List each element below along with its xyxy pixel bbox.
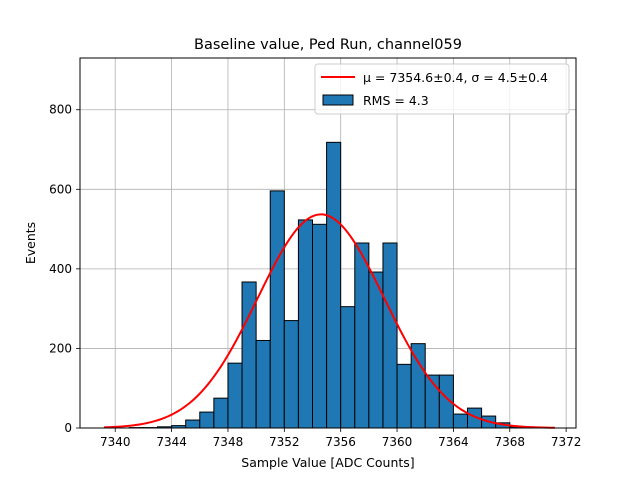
legend-box: [314, 63, 570, 115]
histogram-bar: [185, 419, 201, 429]
x-tick-label: 7348: [213, 435, 244, 449]
legend-hist-swatch: [322, 94, 354, 106]
histogram-bar: [199, 411, 215, 429]
y-axis-label: Events: [23, 222, 38, 264]
legend-hist-label: RMS = 4.3: [363, 93, 429, 108]
histogram-bar: [410, 343, 426, 429]
chart-title: Baseline value, Ped Run, channel059: [194, 37, 462, 53]
histogram-bar: [396, 363, 412, 429]
gaussian-fit-curve: [103, 213, 555, 429]
legend-fit-label: μ = 7354.6±0.4, σ = 4.5±0.4: [363, 70, 548, 85]
y-tick-label: 600: [49, 182, 72, 196]
x-tick-label: 7340: [100, 435, 131, 449]
y-tick-label: 0: [64, 421, 72, 435]
histogram-bar: [452, 413, 468, 429]
histogram-bar: [326, 141, 342, 429]
plot-frame: [79, 57, 577, 429]
legend: μ = 7354.6±0.4, σ = 4.5±0.4 RMS = 4.3: [314, 63, 570, 115]
y-tick-label: 400: [49, 262, 72, 276]
y-tick-label: 200: [49, 341, 72, 355]
x-axis-label: Sample Value [ADC Counts]: [241, 455, 414, 470]
y-tick-label: 800: [49, 103, 72, 117]
histogram-bar: [269, 190, 285, 429]
axis-ticks: 7340 7344 7348 7352 7356 7360 7364 7368 7372 0 200…: [49, 103, 581, 449]
histogram-bar: [382, 242, 398, 429]
x-tick-label: 7344: [156, 435, 187, 449]
x-tick-label: 7360: [382, 435, 413, 449]
histogram-bar: [297, 219, 313, 429]
x-tick-label: 7372: [551, 435, 582, 449]
histogram-bar: [255, 339, 271, 429]
x-tick-label: 7356: [325, 435, 356, 449]
histogram-bar: [283, 320, 299, 429]
histogram-bar: [354, 242, 370, 429]
histogram-bar: [368, 271, 384, 429]
histogram-bar: [340, 306, 356, 429]
x-tick-label: 7364: [438, 435, 469, 449]
x-tick-label: 7368: [494, 435, 525, 449]
histogram-bars: [128, 141, 525, 429]
histogram-bar: [312, 223, 328, 429]
histogram-bar: [227, 362, 243, 429]
histogram-bar: [213, 397, 229, 429]
x-tick-label: 7352: [269, 435, 300, 449]
